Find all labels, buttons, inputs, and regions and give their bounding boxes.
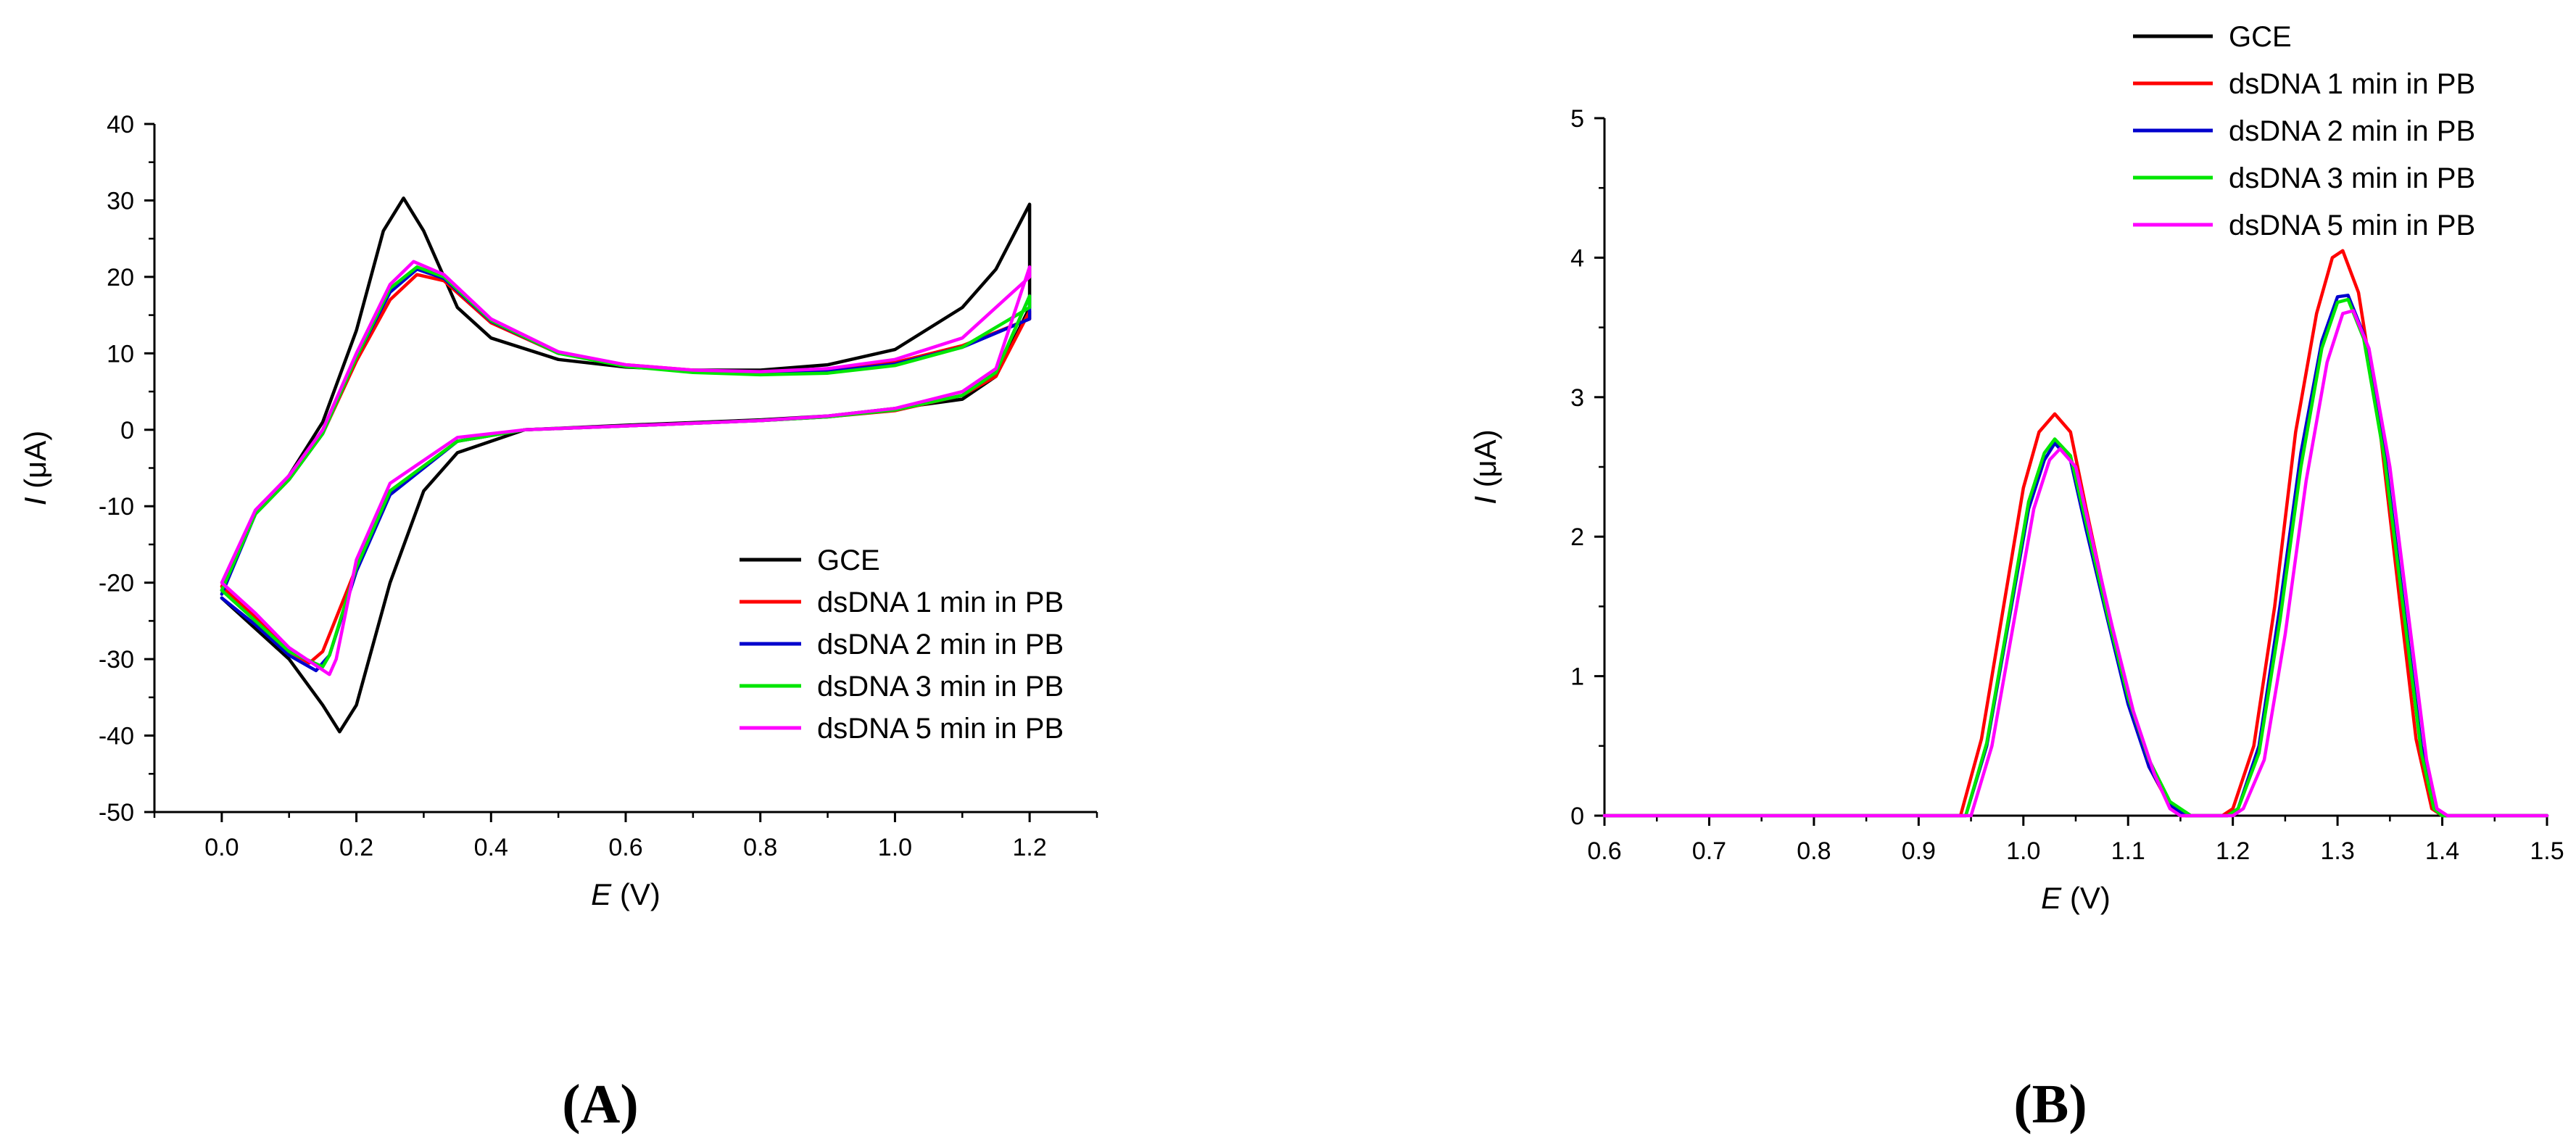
series-line-dsdna-5-min-in-pb [1602, 309, 2549, 818]
x-tick-label: 0.8 [743, 834, 777, 861]
legend-label: dsDNA 5 min in PB [817, 713, 1064, 745]
x-tick-label: 1.4 [2425, 837, 2459, 865]
y-axis-variable: I [1468, 496, 1502, 505]
x-tick-label: 0.6 [608, 834, 642, 861]
y-axis-unit: (μA) [18, 431, 52, 497]
y-tick-label: 0 [1570, 803, 1584, 830]
panel-label-b: (B) [2013, 1074, 2087, 1135]
legend-label: dsDNA 1 min in PB [2229, 68, 2475, 100]
y-tick-label: 0 [120, 417, 134, 444]
x-tick-label: 0.8 [1797, 837, 1831, 865]
x-tick-label: 0.4 [474, 834, 508, 861]
legend-label: dsDNA 2 min in PB [817, 629, 1064, 661]
y-tick-label: -30 [99, 646, 134, 674]
legend-label: GCE [817, 544, 880, 576]
x-tick-label: 0.6 [1587, 837, 1621, 865]
y-axis-label-a: I (μA) [18, 431, 52, 506]
y-axis-unit: (μA) [1468, 429, 1502, 496]
svg-text:E (V): E (V) [2041, 881, 2111, 915]
chart-panel-a: E (V) I (μA) (A) 0.0 0.2 0.4 0.6 0.8 1.0 1.2 -5… [18, 111, 1098, 1135]
y-tick-label: -40 [99, 723, 134, 750]
x-axis-variable: E [591, 877, 612, 911]
svg-text:I (μA): I (μA) [18, 431, 52, 506]
y-tick-label: 2 [1570, 523, 1584, 551]
x-tick-label: 1.3 [2320, 837, 2354, 865]
x-tick-label: 0.9 [1902, 837, 1936, 865]
y-tick-label: 5 [1570, 105, 1584, 133]
y-tick-label: 3 [1570, 384, 1584, 412]
x-tick-label: 1.2 [2216, 837, 2250, 865]
x-tick-label: 1.5 [2530, 837, 2564, 865]
x-tick-label: 0.0 [204, 834, 239, 861]
x-axis-label-b: E (V) [2041, 881, 2111, 915]
y-tick-label: 30 [107, 187, 134, 215]
series-line-dsdna-5-min-in-pb [220, 260, 1032, 676]
series-line-dsdna-1-min-in-pb [1602, 249, 2549, 818]
x-tick-label: 0.7 [1692, 837, 1726, 865]
x-axis-unit: (V) [611, 877, 660, 911]
series-line-gce [220, 196, 1032, 734]
legend-label: dsDNA 1 min in PB [817, 587, 1064, 618]
y-tick-label: -20 [99, 570, 134, 597]
y-tick-label: 1 [1570, 663, 1584, 691]
y-tick-label: 4 [1570, 244, 1584, 272]
x-tick-label: 1.1 [2111, 837, 2145, 865]
legend-label: dsDNA 2 min in PB [2229, 115, 2475, 147]
x-axis-variable: E [2041, 881, 2062, 915]
y-tick-label: -10 [99, 493, 134, 521]
y-axis-label-b: I (μA) [1468, 429, 1502, 505]
y-tick-label: 10 [107, 340, 134, 368]
legend-label: dsDNA 5 min in PB [2229, 210, 2475, 241]
x-tick-label: 1.2 [1013, 834, 1047, 861]
series-line-dsdna-3-min-in-pb [1602, 297, 2549, 818]
y-tick-label: 40 [107, 111, 134, 138]
x-axis-unit: (V) [2061, 881, 2111, 915]
y-tick-label: -50 [99, 799, 134, 827]
x-tick-label: 0.2 [339, 834, 373, 861]
svg-text:E (V): E (V) [591, 877, 660, 911]
y-tick-label: 20 [107, 264, 134, 291]
series-line-dsdna-2-min-in-pb [1602, 294, 2549, 818]
legend-label: dsDNA 3 min in PB [2229, 162, 2475, 194]
x-tick-label: 1.0 [878, 834, 912, 861]
x-tick-label: 1.0 [2006, 837, 2040, 865]
svg-text:I (μA): I (μA) [1468, 429, 1502, 505]
chart-panel-b: E (V) I (μA) (B) 0.6 0.7 0.8 0.9 1.0 1.1 1.2 1.… [1468, 21, 2564, 1135]
legend-label: GCE [2229, 21, 2292, 53]
x-axis-label-a: E (V) [591, 877, 660, 911]
y-axis-variable: I [18, 497, 52, 505]
legend-label: dsDNA 3 min in PB [817, 671, 1064, 703]
series-line-dsdna-3-min-in-pb [220, 265, 1032, 668]
panel-label-a: (A) [562, 1074, 639, 1135]
